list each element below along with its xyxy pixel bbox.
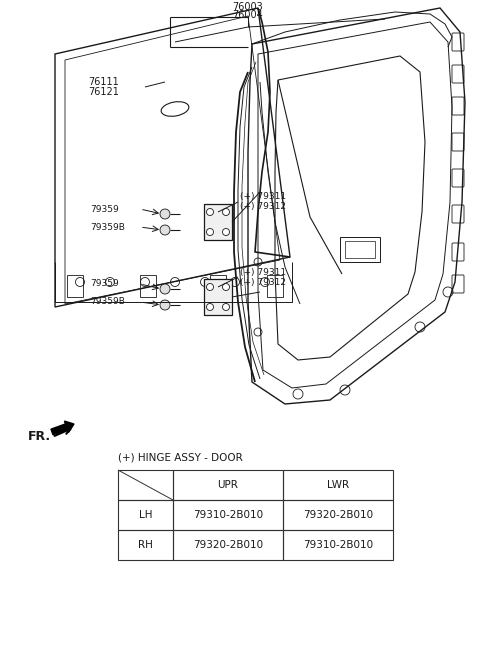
Bar bbox=[210, 275, 226, 297]
Circle shape bbox=[223, 209, 229, 216]
Bar bbox=[118, 530, 173, 560]
Text: (+) 79311: (+) 79311 bbox=[240, 192, 286, 201]
Circle shape bbox=[160, 300, 170, 310]
Bar bbox=[283, 530, 393, 560]
Circle shape bbox=[223, 228, 229, 235]
Text: 79359B: 79359B bbox=[90, 297, 125, 306]
Text: 79359: 79359 bbox=[90, 205, 119, 213]
Text: 79359: 79359 bbox=[90, 280, 119, 288]
Bar bbox=[283, 470, 393, 500]
Circle shape bbox=[160, 225, 170, 235]
Text: 79359B: 79359B bbox=[90, 222, 125, 231]
Circle shape bbox=[223, 303, 229, 310]
Text: 79320-2B010: 79320-2B010 bbox=[303, 510, 373, 520]
Text: FR.: FR. bbox=[28, 430, 51, 443]
Text: 79310-2B010: 79310-2B010 bbox=[193, 510, 263, 520]
Text: LH: LH bbox=[139, 510, 152, 520]
Bar bbox=[173, 470, 283, 500]
Bar bbox=[204, 204, 232, 240]
Text: (+) 79311: (+) 79311 bbox=[240, 267, 286, 276]
Text: 76003: 76003 bbox=[233, 2, 264, 12]
Circle shape bbox=[160, 209, 170, 219]
FancyArrow shape bbox=[51, 421, 74, 435]
Bar bbox=[204, 279, 232, 315]
Text: RH: RH bbox=[138, 540, 153, 550]
Bar bbox=[67, 275, 83, 297]
Bar bbox=[283, 500, 393, 530]
Text: LWR: LWR bbox=[327, 480, 349, 490]
Bar bbox=[140, 275, 156, 297]
Text: (+) 79312: (+) 79312 bbox=[240, 278, 286, 286]
Text: (+) 79312: (+) 79312 bbox=[240, 203, 286, 211]
Circle shape bbox=[206, 303, 214, 310]
Bar bbox=[173, 500, 283, 530]
Bar bbox=[118, 500, 173, 530]
Bar bbox=[340, 237, 380, 262]
Text: 76004: 76004 bbox=[233, 10, 264, 20]
Text: 76121: 76121 bbox=[88, 87, 119, 97]
Circle shape bbox=[206, 228, 214, 235]
Bar bbox=[118, 470, 173, 500]
Text: (+) HINGE ASSY - DOOR: (+) HINGE ASSY - DOOR bbox=[118, 452, 243, 462]
Text: 76111: 76111 bbox=[88, 77, 119, 87]
Text: UPR: UPR bbox=[217, 480, 239, 490]
Circle shape bbox=[223, 284, 229, 291]
Circle shape bbox=[160, 284, 170, 294]
Text: 79320-2B010: 79320-2B010 bbox=[193, 540, 263, 550]
Circle shape bbox=[206, 209, 214, 216]
Bar bbox=[173, 530, 283, 560]
Text: 79310-2B010: 79310-2B010 bbox=[303, 540, 373, 550]
Circle shape bbox=[206, 284, 214, 291]
Bar bbox=[345, 241, 375, 258]
Bar bbox=[267, 275, 283, 297]
